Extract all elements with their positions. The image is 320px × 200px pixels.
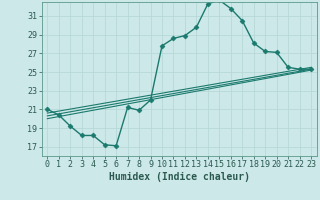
X-axis label: Humidex (Indice chaleur): Humidex (Indice chaleur): [109, 172, 250, 182]
